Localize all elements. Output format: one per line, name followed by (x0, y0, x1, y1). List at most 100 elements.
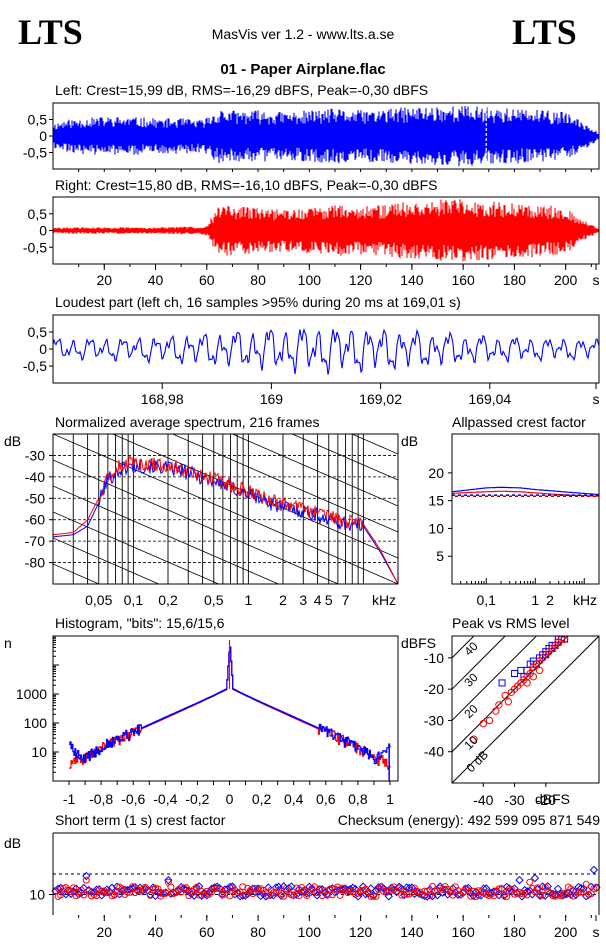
peak-rms-point-left (517, 666, 525, 674)
short-term-point-right (464, 887, 472, 895)
spectrum-grid (53, 434, 398, 584)
diagonal-label: 10 (461, 733, 481, 753)
spectrum-slope-line (231, 434, 398, 507)
short-term-point-left (217, 890, 227, 900)
short-term-point-right (118, 885, 126, 893)
short-term-point-right (539, 891, 547, 899)
short-term-point-right (82, 876, 90, 884)
x-tick-label: 169,04 (468, 391, 511, 407)
short-term-point-left (82, 871, 91, 881)
loudest-part-plot: 0,50-0,5 168,98 169 169,02 169,04 s (23, 314, 600, 407)
short-term-point-right (241, 891, 249, 899)
short-term-point-left (407, 883, 417, 892)
short-term-point-right (193, 883, 201, 891)
short-term-point-right (180, 884, 188, 892)
x-tick-label: -0,4 (153, 791, 177, 807)
short-term-point-left (148, 883, 158, 892)
diagonal-label: 0 dB (464, 748, 491, 775)
peak-rms-point-left (498, 679, 506, 687)
spectrum-ylabel: dB (4, 433, 21, 449)
x-tick-label: 180 (503, 924, 527, 940)
short-term-point-right (328, 891, 336, 899)
spectrum-title: Normalized average spectrum, 216 frames (55, 414, 320, 430)
short-term-point-right (226, 892, 234, 900)
x-tick-label: 40 (148, 272, 164, 288)
short-term-point-right (523, 891, 531, 899)
short-term-point-right (57, 891, 65, 899)
x-tick-label: s (593, 391, 600, 407)
peak-rms-point-right (535, 666, 544, 675)
histogram-title: Histogram, "bits": 15,6/15,6 (55, 615, 225, 631)
short-term-point-right (526, 878, 534, 886)
x-tick-label: 160 (451, 924, 475, 940)
y-tick-label: 5 (436, 548, 444, 564)
short-term-point-right (154, 885, 162, 893)
diagonal-label: 20 (461, 701, 481, 721)
crest-ylabel: dB (401, 433, 418, 449)
logo-right: LTS (512, 12, 577, 52)
crest-factor-title: Allpassed crest factor (452, 414, 586, 430)
x-tick-label: 0,4 (284, 791, 304, 807)
y-tick-label: 20 (428, 465, 444, 481)
logo-left: LTS (18, 12, 83, 52)
x-tick-label: 5 (325, 592, 333, 608)
x-tick-label: -40 (473, 792, 493, 808)
short-term-point-left (530, 873, 540, 883)
spectrum-plot: -30 -40 -50 -60 -70 -80 0,05 0,1 0,2 0,5 1 2 3 4 5 7 kHz (25, 433, 399, 608)
histogram-plot: 1000 100 10 -1 -0,8 -0,6 -0,4 -0,2 0 0,2 0,4 0,6 0,8… (16, 635, 399, 807)
short-term-point-right (577, 888, 585, 896)
short-term-point-right (426, 892, 434, 900)
x-tick-label: -0,2 (185, 791, 209, 807)
loudest-part-title: Loudest part (left ch, 16 samples >95% d… (55, 294, 461, 310)
peak-rms-ylabel: dBFS (401, 635, 436, 651)
app-title: MasVis ver 1.2 - www.lts.a.se (212, 26, 395, 42)
short-term-point-right (572, 888, 580, 896)
x-tick-label: 2 (279, 592, 287, 608)
x-tick-label: -30 (504, 792, 524, 808)
peak-rms-point-left (548, 641, 556, 649)
short-term-point-left (499, 891, 509, 901)
peak-rms-diagonal (452, 636, 569, 753)
x-tick-label: 100 (298, 924, 322, 940)
short-term-point-right (103, 889, 111, 897)
short-term-point-right (503, 892, 511, 900)
y-tick-label: -20 (424, 681, 444, 697)
short-term-point-right (395, 884, 403, 892)
loudest-trace (52, 327, 600, 375)
short-term-point-right (449, 891, 457, 899)
x-tick-label: 169,02 (359, 391, 402, 407)
peak-rms-point-right (523, 679, 531, 687)
short-term-point-right (126, 888, 134, 896)
short-term-point-left (205, 888, 214, 897)
short-term-point-left (589, 865, 599, 875)
spectrum-slope-line (171, 434, 398, 533)
short-term-title: Short term (1 s) crest factor (55, 812, 226, 828)
x-tick-label: 20 (96, 272, 112, 288)
x-tick-label: 0,1 (477, 592, 497, 608)
x-tick-label: 200 (554, 924, 578, 940)
crest-factor-plot: 20 15 10 5 0,1 1 2 kHz (428, 433, 600, 608)
x-tick-label: 120 (349, 924, 373, 940)
spectrum-trace-left (53, 458, 398, 584)
short-term-point-right (93, 892, 101, 900)
short-term-point-right (336, 891, 344, 899)
y-tick-label: 10 (428, 520, 444, 536)
histogram-ylabel: n (4, 635, 12, 651)
x-tick-label: 60 (199, 272, 215, 288)
peak-rms-point-left (511, 670, 519, 678)
short-term-point-left (302, 889, 311, 898)
histogram-frame (52, 635, 399, 782)
short-term-ylabel: dB (4, 835, 21, 851)
peak-rms-point-right (501, 691, 509, 700)
peak-rms-point-right (470, 735, 478, 743)
y-tick-label: 0 (39, 223, 47, 239)
x-tick-label: 0,5 (204, 592, 224, 608)
x-tick-label: kHz (372, 592, 396, 608)
short-term-point-right (421, 887, 429, 895)
short-term-point-right (98, 887, 106, 895)
short-term-point-left (543, 882, 552, 891)
spectrum-slope-line (53, 511, 220, 584)
y-tick-label: -0,5 (23, 145, 47, 161)
waveform-trace (52, 199, 600, 262)
